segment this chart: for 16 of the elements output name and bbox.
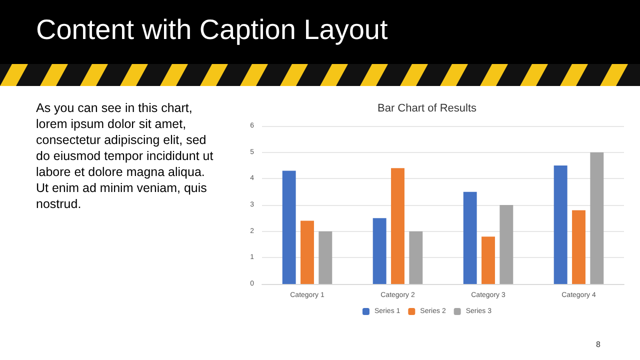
bar	[482, 236, 495, 284]
bar	[463, 192, 477, 284]
text: Content with Caption Layout	[36, 14, 388, 46]
bar	[300, 220, 314, 284]
bar	[572, 210, 586, 284]
bar	[409, 231, 423, 284]
bar	[318, 231, 332, 284]
text: As you can see in this chart, lorem ipsum dolor sit amet, consectetur adipiscing elit, sed do eiusmod tempor incididunt ut labore et dolore magna aliqua. Ut enim ad minim veniam, quis nostrud.	[36, 100, 214, 212]
bar	[391, 168, 404, 284]
text: 8	[596, 340, 600, 349]
bar	[372, 218, 386, 284]
bar	[554, 166, 568, 284]
bar	[282, 170, 296, 284]
chart-title: Bar Chart of Results	[377, 102, 478, 114]
bar	[590, 152, 604, 284]
bar	[500, 205, 514, 284]
